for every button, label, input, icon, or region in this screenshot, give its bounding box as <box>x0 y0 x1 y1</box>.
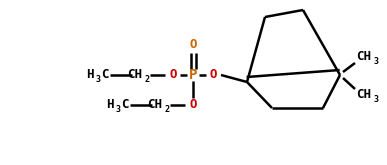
Text: 3: 3 <box>373 56 378 66</box>
Text: 3: 3 <box>115 104 120 114</box>
Text: H: H <box>86 67 94 81</box>
Text: O: O <box>189 99 197 112</box>
Text: CH: CH <box>127 67 142 81</box>
Text: CH: CH <box>356 87 372 100</box>
Text: O: O <box>169 68 177 82</box>
Text: 2: 2 <box>164 104 170 114</box>
Text: H: H <box>106 98 114 111</box>
Text: CH: CH <box>356 50 372 63</box>
Text: O: O <box>209 68 217 82</box>
Text: CH: CH <box>147 98 163 111</box>
Text: 3: 3 <box>373 95 378 103</box>
Text: 3: 3 <box>96 75 101 83</box>
Text: P: P <box>189 68 197 82</box>
Text: O: O <box>189 38 197 51</box>
Text: 2: 2 <box>144 75 149 83</box>
Text: C: C <box>121 98 129 111</box>
Text: C: C <box>101 67 109 81</box>
